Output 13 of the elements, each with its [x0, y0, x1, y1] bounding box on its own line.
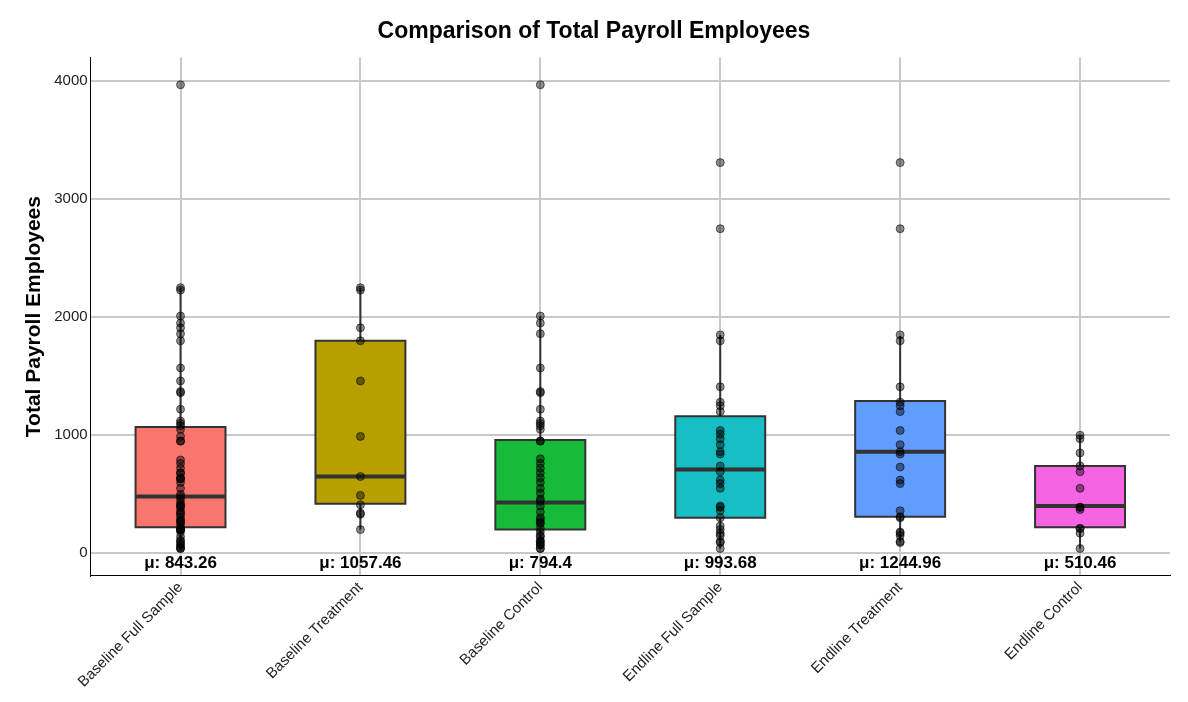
- annotation: μ: 510.46: [1043, 553, 1117, 573]
- annotation: μ: 1057.46: [319, 553, 402, 573]
- y-tick-label: 3000: [54, 189, 88, 207]
- y-tick-label: 0: [79, 543, 88, 561]
- y-axis-title: Total Payroll Employees: [21, 196, 45, 438]
- chart-title: Comparison of Total Payroll Employees: [377, 17, 811, 44]
- y-tick-label: 4000: [54, 71, 88, 89]
- annotation: μ: 1244.96: [859, 553, 942, 573]
- annotation: μ: 794.4: [508, 553, 573, 573]
- annotation: μ: 843.26: [144, 553, 217, 573]
- y-tick-label: 2000: [54, 307, 88, 325]
- y-tick-label: 1000: [54, 425, 88, 443]
- annotation: μ: 993.68: [683, 553, 757, 573]
